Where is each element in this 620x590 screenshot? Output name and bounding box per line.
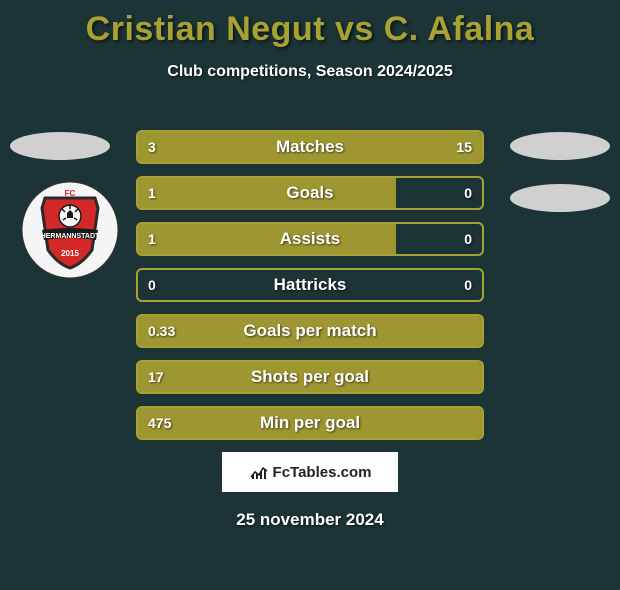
stat-value-right: 0 — [464, 178, 472, 208]
chart-icon — [249, 463, 269, 481]
stat-row: 1Goals0 — [136, 176, 484, 210]
stat-label: Assists — [138, 224, 482, 254]
club-right-avatar — [510, 184, 610, 212]
stat-row: 1Assists0 — [136, 222, 484, 256]
club-left-badge: HERMANNSTADT FC 2015 — [20, 180, 120, 280]
page-subtitle: Club competitions, Season 2024/2025 — [0, 63, 620, 81]
stat-row: 0.33Goals per match — [136, 314, 484, 348]
stat-value-right: 15 — [456, 132, 472, 162]
stat-row: 3Matches15 — [136, 130, 484, 164]
svg-text:2015: 2015 — [61, 249, 79, 258]
stat-row: 17Shots per goal — [136, 360, 484, 394]
stat-label: Goals — [138, 178, 482, 208]
brand-box: FcTables.com — [222, 452, 398, 492]
stat-value-right: 0 — [464, 224, 472, 254]
player-right-avatar — [510, 132, 610, 160]
stat-label: Goals per match — [138, 316, 482, 346]
stat-label: Min per goal — [138, 408, 482, 438]
svg-text:FC: FC — [65, 189, 76, 198]
brand-label: FcTables.com — [273, 464, 372, 481]
stat-row: 0Hattricks0 — [136, 268, 484, 302]
stat-row: 475Min per goal — [136, 406, 484, 440]
stats-container: 3Matches151Goals01Assists00Hattricks00.3… — [136, 130, 484, 452]
footer-date: 25 november 2024 — [0, 510, 620, 530]
page-title: Cristian Negut vs C. Afalna — [0, 10, 620, 49]
player-left-avatar — [10, 132, 110, 160]
stat-label: Matches — [138, 132, 482, 162]
badge-banner-text: HERMANNSTADT — [41, 233, 100, 240]
stat-label: Shots per goal — [138, 362, 482, 392]
stat-label: Hattricks — [138, 270, 482, 300]
stat-value-right: 0 — [464, 270, 472, 300]
